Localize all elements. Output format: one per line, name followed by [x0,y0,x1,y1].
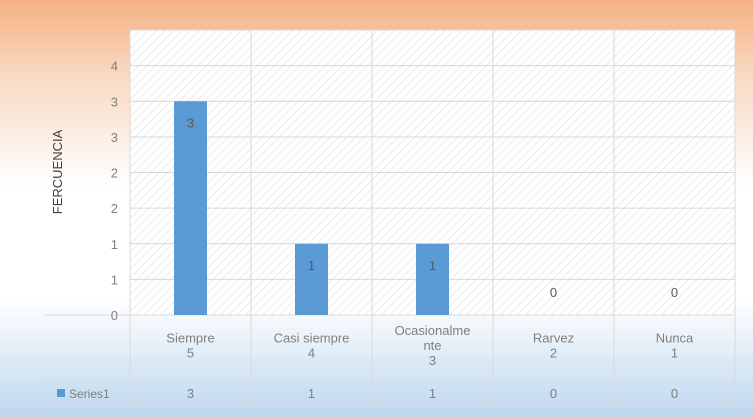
data-label: 1 [308,258,315,273]
category-code: 3 [429,353,436,368]
table-value: 1 [429,386,436,401]
category-label: Nunca [656,331,694,346]
category-code: 2 [550,346,557,361]
y-axis-ticks: 0 1 1 2 2 3 3 4 [111,59,118,323]
bar [416,243,449,315]
data-label: 0 [671,285,678,300]
table-value: 1 [308,386,315,401]
table-value: 0 [671,386,678,401]
y-tick-label: 3 [111,130,118,145]
bars [174,101,449,315]
category-code: 5 [187,346,194,361]
data-label: 0 [550,285,557,300]
category-label: Siempre [166,331,214,346]
data-label: 3 [187,115,194,130]
bar [174,101,207,315]
category-code: 1 [671,346,678,361]
data-labels: 3 1 1 0 0 [187,115,678,300]
y-tick-label: 2 [111,166,118,181]
legend-swatch [57,389,65,397]
bar [295,243,328,315]
category-label: Casi siempre [274,331,350,346]
y-tick-label: 2 [111,201,118,216]
data-label: 1 [429,258,436,273]
y-tick-label: 0 [111,308,118,323]
y-tick-label: 3 [111,94,118,109]
category-label: nte [423,338,441,353]
y-axis-label: FERCUENCIA [50,129,65,214]
y-tick-label: 1 [111,237,118,252]
y-tick-label: 4 [111,59,118,74]
category-label: Rarvez [533,331,574,346]
y-tick-label: 1 [111,272,118,287]
category-code: 4 [308,346,315,361]
legend-series-name: Series1 [69,387,110,401]
table-value: 0 [550,386,557,401]
table-value: 3 [187,386,194,401]
category-label: Ocasionalme [395,323,471,338]
